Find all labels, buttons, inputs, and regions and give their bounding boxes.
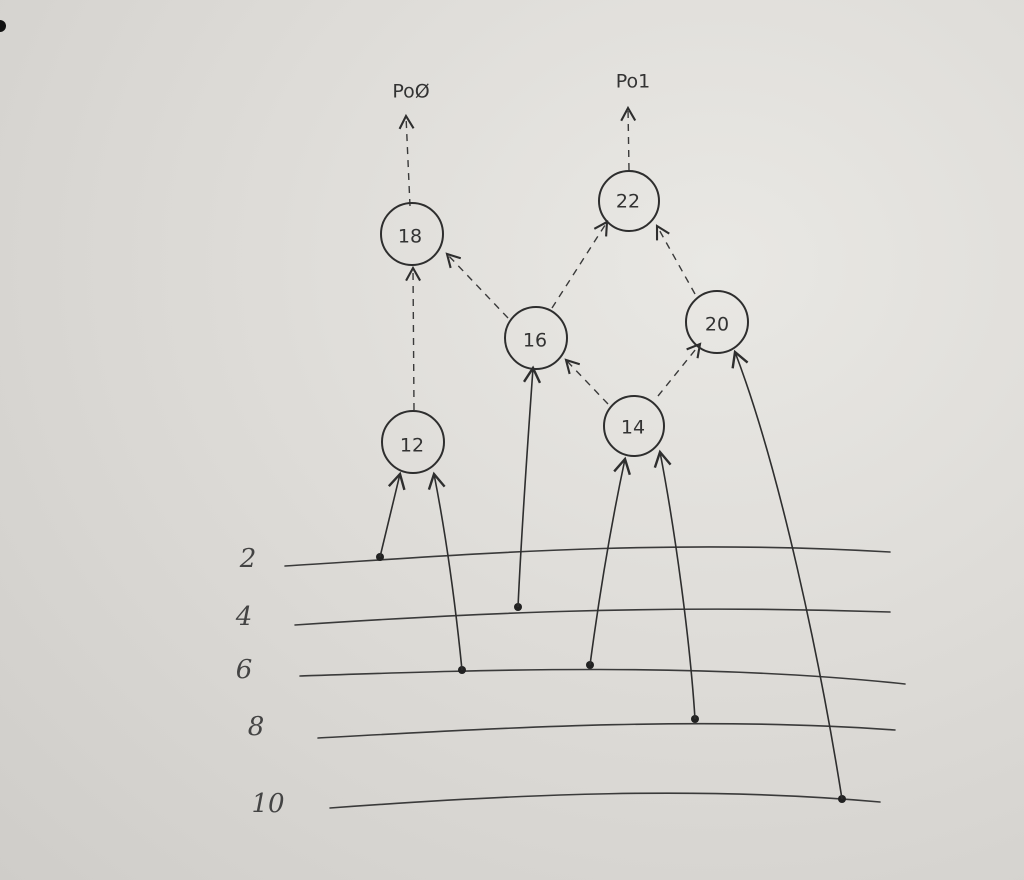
dashed-edges: [398, 105, 702, 411]
edge-n12-to-n18: [405, 265, 422, 411]
corner-mark: [0, 20, 6, 32]
input-wire-10: [329, 792, 881, 809]
node-20: 20: [685, 290, 749, 354]
edge-in4-to-n16: [517, 365, 542, 608]
input-wires: [284, 546, 906, 809]
edge-in2-to-n12: [379, 471, 406, 558]
node-16: 16: [504, 306, 568, 370]
input-wire-4: [294, 608, 891, 626]
node-22-circle: [598, 170, 660, 232]
edge-n16-to-n18: [445, 252, 509, 319]
output-label-po0: PoØ: [392, 81, 429, 103]
edge-n14-to-n16: [564, 358, 609, 405]
edge-n20-to-n22: [655, 224, 696, 295]
tap-dots: [376, 553, 846, 803]
edge-n14-to-n20: [657, 342, 702, 397]
node-12-label: 12: [400, 435, 424, 457]
input-label-8: 8: [248, 712, 265, 742]
node-18-circle: [380, 202, 444, 266]
input-wire-8: [317, 722, 896, 739]
node-18: 18: [380, 202, 444, 266]
node-14-label: 14: [621, 417, 645, 439]
node-16-label: 16: [523, 330, 547, 352]
edge-n22-to-out1: [620, 105, 637, 171]
input-label-6: 6: [236, 655, 253, 685]
node-22: 22: [598, 170, 660, 232]
node-18-label: 18: [398, 226, 422, 248]
input-wire-6: [299, 668, 906, 685]
edge-in6-to-n14: [589, 456, 631, 666]
edge-in10-to-n20: [731, 349, 843, 800]
edge-in8-to-n14: [653, 449, 696, 720]
input-label-4: 4: [235, 602, 253, 632]
edge-n18-to-out0: [398, 113, 415, 207]
solid-edges: [379, 349, 843, 800]
node-20-circle: [685, 290, 749, 354]
edge-n16-to-n22: [551, 220, 609, 309]
output-label-po1: Po1: [616, 71, 651, 93]
input-labels: 2 4 6 8 10: [235, 544, 285, 819]
node-14: 14: [603, 395, 665, 457]
node-22-label: 22: [616, 191, 640, 213]
edge-in6-to-n12: [427, 471, 463, 671]
node-16-circle: [504, 306, 568, 370]
input-wire-2: [284, 546, 891, 567]
node-12-circle: [381, 410, 445, 474]
input-label-10: 10: [251, 789, 284, 819]
node-14-circle: [603, 395, 665, 457]
node-20-label: 20: [705, 314, 729, 336]
node-12: 12: [381, 410, 445, 474]
input-label-2: 2: [239, 544, 257, 574]
